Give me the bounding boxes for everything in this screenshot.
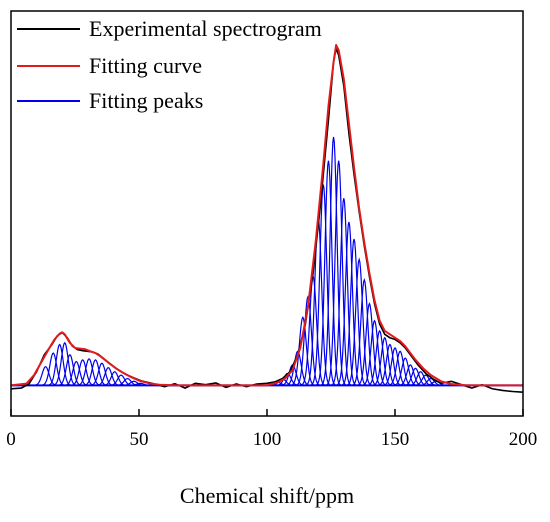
fitting-peak-37 (365, 329, 394, 386)
fitting-peak-39 (376, 343, 404, 386)
fitting-peak-22 (288, 315, 317, 386)
fitting-peak-26 (309, 184, 338, 386)
x-axis-title: Chemical shift/ppm (180, 483, 354, 508)
data-layer (10, 44, 524, 393)
fitting-peak-36 (360, 319, 389, 386)
fitting-peak-33 (345, 257, 374, 386)
fitting-peak-3 (45, 343, 74, 386)
x-tick-label: 100 (253, 429, 282, 450)
fitting-peak-35 (355, 302, 384, 386)
fitting-peak-29 (324, 160, 353, 386)
x-tick-label: 200 (509, 429, 538, 450)
x-tick-label: 50 (130, 429, 149, 450)
fitting-peak-27 (314, 160, 343, 386)
experimental-spectrogram-line (10, 45, 524, 393)
legend: Experimental spectrogram Fitting curve Fit… (17, 16, 322, 113)
x-tick-label: 0 (6, 429, 16, 450)
fitting-peak-40 (381, 347, 409, 386)
fitting-peak-28 (319, 136, 348, 386)
fitting-peak-31 (335, 221, 363, 386)
fitting-curve-line (10, 44, 523, 387)
plot-frame (10, 10, 524, 417)
fitting-peak-32 (340, 238, 368, 386)
legend-label-3: Fitting peaks (89, 88, 203, 113)
legend-label-1: Experimental spectrogram (89, 16, 322, 41)
fitting-peak-34 (350, 277, 379, 386)
x-axis-ticks: 0 50 100 150 200 (6, 409, 537, 450)
fitting-peak-30 (329, 198, 358, 386)
legend-label-2: Fitting curve (89, 53, 202, 78)
fitting-peak-23 (294, 295, 322, 386)
fitting-peak-38 (370, 336, 399, 386)
x-tick-label: 150 (381, 429, 410, 450)
